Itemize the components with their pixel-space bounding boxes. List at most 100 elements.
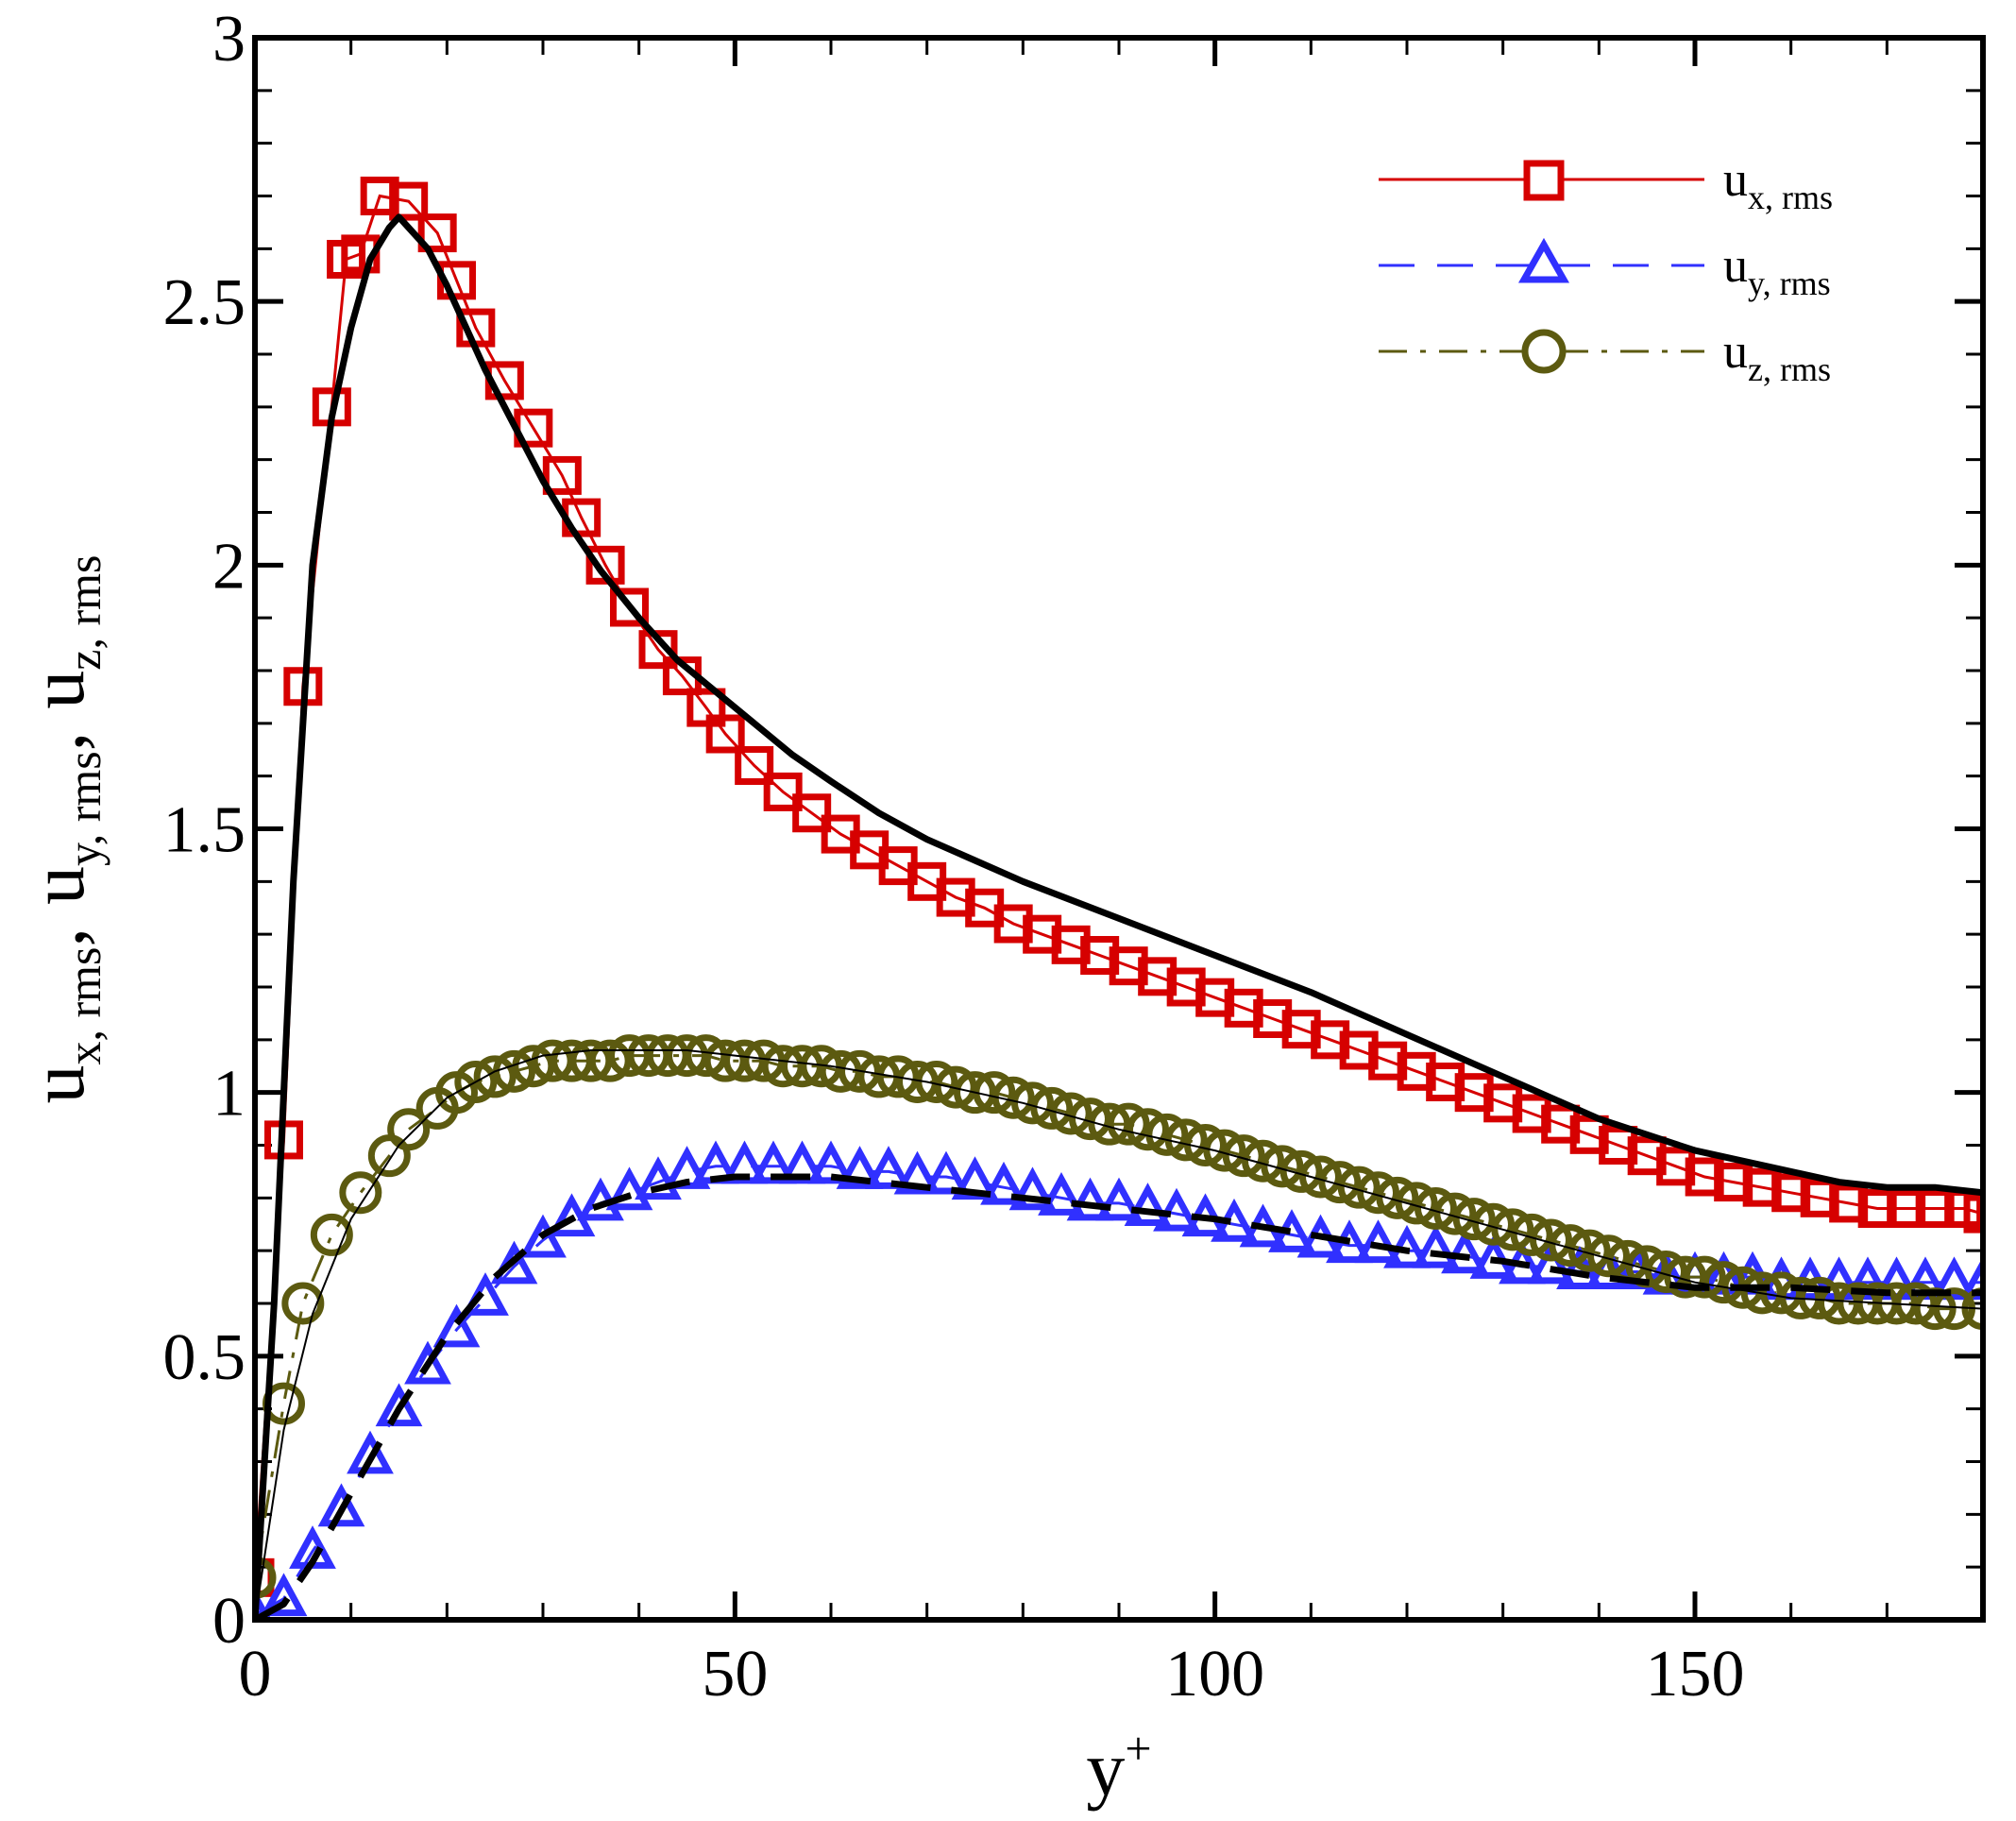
data-point-u_z_rms <box>281 1282 325 1325</box>
legend-label-uz-sub: z, rms <box>1748 350 1831 388</box>
data-point-u_y_rms <box>720 1140 769 1184</box>
data-point-u_x_rms <box>735 746 774 785</box>
data-point-u_y_rms <box>1038 1171 1085 1216</box>
y-axis-title: ux, rms,uy, rms,uz, rms <box>14 555 110 1104</box>
x-tick-label: 100 <box>1165 1638 1264 1710</box>
data-point-u_y_rms <box>1354 1219 1402 1264</box>
data-point-u_z_rms <box>1299 1155 1342 1199</box>
legend-marker-uy <box>1517 237 1570 283</box>
data-point-u_y_rms <box>893 1150 941 1195</box>
data-point-u_y_rms <box>1844 1256 1891 1301</box>
data-point-u_y_rms <box>1095 1177 1143 1221</box>
data-point-u_y_rms <box>951 1156 999 1200</box>
series-line-u_z_rms <box>255 1054 1983 1578</box>
data-point-u_z_rms <box>1337 1166 1381 1209</box>
data-point-u_z_rms <box>310 1213 353 1256</box>
data-point-u_z_rms <box>1415 1187 1457 1230</box>
data-point-u_x_rms <box>610 587 649 627</box>
y-axis-title-sep-1: , <box>14 928 100 947</box>
x-tick-label: 150 <box>1646 1638 1745 1710</box>
reference-line-u_z_rms_reference <box>255 1049 1983 1620</box>
data-point-u_y_rms <box>404 1340 451 1385</box>
data-point-u_x_rms <box>1887 1189 1926 1228</box>
x-axis-title: y+ <box>1086 1722 1151 1812</box>
data-point-u_y_rms <box>347 1430 394 1474</box>
data-point-u_x_rms <box>763 772 803 811</box>
x-tick-label: 0 <box>239 1638 272 1710</box>
legend-label-uy-sub: y, rms <box>1748 264 1831 302</box>
data-point-u_z_rms <box>1376 1176 1419 1219</box>
data-point-u_y_rms <box>1008 1166 1057 1211</box>
data-point-u_z_rms <box>473 1055 517 1098</box>
legend-label-uz-base: u <box>1723 325 1748 379</box>
y-axis-title-uy-base: u <box>14 866 100 905</box>
legend-label-uz: uz, rms <box>1723 325 1831 388</box>
y-tick-label: 1 <box>212 1058 246 1131</box>
data-point-u_y_rms <box>807 1140 855 1184</box>
y-axis-title-uy-sub: y, rms <box>58 751 110 866</box>
x-tick-label: 50 <box>702 1638 768 1710</box>
data-point-u_z_rms <box>1472 1202 1515 1246</box>
data-point-u_x_rms <box>792 793 832 833</box>
data-point-u_y_rms <box>432 1303 481 1348</box>
x-axis-title-base: y <box>1086 1726 1125 1812</box>
data-point-u_z_rms <box>1530 1218 1572 1262</box>
data-point-u_z_rms <box>1587 1234 1630 1278</box>
y-axis-title-ux-sub: x, rms <box>58 946 110 1064</box>
data-point-u_y_rms <box>865 1146 912 1189</box>
data-point-u_y_rms <box>778 1140 826 1184</box>
data-point-u_z_rms <box>1030 1086 1074 1130</box>
data-point-u_y_rms <box>260 1573 308 1617</box>
data-point-u_y_rms <box>1527 1240 1575 1285</box>
data-point-u_z_rms <box>339 1171 382 1215</box>
data-point-u_z_rms <box>1683 1255 1726 1299</box>
data-point-u_z_rms <box>1145 1113 1189 1156</box>
data-point-u_z_rms <box>915 1061 958 1103</box>
legend: ux, rms uy, rms uz, rms <box>1379 153 1833 388</box>
data-point-u_z_rms <box>1049 1092 1093 1135</box>
legend-entry-ux: ux, rms <box>1379 153 1833 216</box>
data-point-u_z_rms <box>454 1061 498 1103</box>
y-tick-label: 0.5 <box>163 1321 246 1394</box>
data-point-u_y_rms <box>635 1156 682 1200</box>
data-point-u_y_rms <box>519 1214 567 1258</box>
data-point-u_z_rms <box>1203 1129 1246 1172</box>
legend-entry-uy: uy, rms <box>1379 237 1831 302</box>
plot-area <box>255 177 1983 1620</box>
y-tick-label: 3 <box>212 3 246 76</box>
y-axis-title-uz-sub: z, rms <box>58 555 110 671</box>
reference-line-u_y_rms_reference <box>255 1173 1983 1620</box>
data-point-u_y_rms <box>1930 1256 1978 1301</box>
legend-entry-uz: uz, rms <box>1379 325 1831 388</box>
legend-label-ux-sub: x, rms <box>1748 179 1833 216</box>
data-point-u_z_rms <box>1961 1287 1983 1331</box>
data-point-u_y_rms <box>750 1140 797 1184</box>
data-point-u_y_rms <box>317 1483 365 1527</box>
data-point-u_z_rms <box>1222 1134 1265 1178</box>
data-point-u_z_rms <box>1242 1139 1284 1183</box>
legend-label-uy-base: u <box>1723 239 1748 293</box>
data-point-u_y_rms <box>1959 1256 1983 1301</box>
data-point-u_y_rms <box>923 1150 970 1195</box>
data-point-u_z_rms <box>1011 1081 1054 1125</box>
data-point-u_x_rms <box>417 213 457 253</box>
data-point-u_x_rms <box>705 714 745 754</box>
data-point-u_z_rms <box>1318 1161 1362 1204</box>
data-point-u_z_rms <box>1549 1224 1592 1268</box>
y-axis-title-uz-base: u <box>14 671 100 709</box>
data-point-u_x_rms <box>1963 1194 1983 1234</box>
data-point-u_y_rms <box>980 1161 1027 1205</box>
y-tick-label: 0 <box>212 1585 246 1658</box>
legend-marker-ux <box>1523 160 1565 201</box>
data-point-u_y_rms <box>1066 1177 1114 1221</box>
data-point-u_x_rms <box>542 455 582 495</box>
data-point-u_x_rms <box>638 630 678 670</box>
data-point-u_y_rms <box>1124 1183 1172 1226</box>
data-point-u_z_rms <box>255 1556 277 1599</box>
data-point-u_z_rms <box>1491 1208 1534 1251</box>
data-point-u_z_rms <box>1703 1261 1745 1304</box>
data-point-u_x_rms <box>936 877 975 917</box>
tick-labels: 0 50 100 150 0 0.5 1 1.5 2 2.5 3 <box>163 3 1745 1710</box>
data-point-u_y_rms <box>605 1166 653 1211</box>
